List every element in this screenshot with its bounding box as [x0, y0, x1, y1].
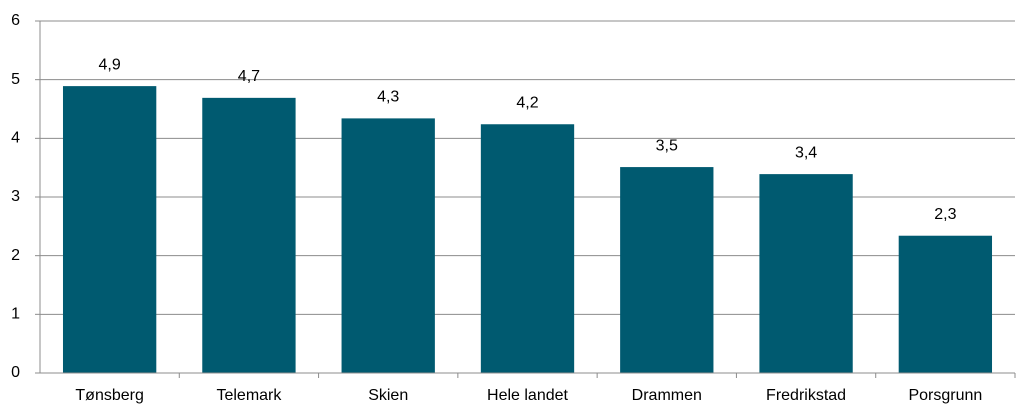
x-tick-label: Fredrikstad — [766, 387, 846, 404]
bar — [759, 174, 853, 373]
bar — [341, 118, 435, 374]
value-label: 2,3 — [934, 206, 956, 223]
bar — [620, 167, 714, 373]
value-label: 4,3 — [377, 89, 399, 106]
x-tick-label: Tønsberg — [75, 387, 143, 404]
value-label: 4,2 — [516, 94, 538, 111]
bar — [62, 86, 157, 374]
value-label: 3,5 — [656, 137, 678, 154]
value-label: 4,9 — [99, 56, 121, 73]
y-tick-label: 1 — [11, 306, 20, 323]
bar — [898, 235, 993, 373]
y-tick-label: 3 — [11, 188, 20, 205]
bar — [202, 97, 296, 373]
value-label: 4,7 — [238, 68, 260, 85]
y-tick-label: 6 — [11, 12, 20, 29]
x-tick-label: Telemark — [216, 387, 282, 404]
y-tick-label: 5 — [11, 71, 20, 88]
x-tick-label: Drammen — [632, 387, 702, 404]
x-tick-label: Porsgrunn — [908, 387, 982, 404]
y-tick-label: 0 — [11, 364, 20, 381]
bar — [480, 124, 575, 374]
x-tick-label: Skien — [368, 387, 408, 404]
y-tick-label: 2 — [11, 247, 20, 264]
value-label: 3,4 — [795, 144, 817, 161]
x-tick-label: Hele landet — [487, 387, 569, 404]
y-tick-label: 4 — [11, 130, 20, 147]
